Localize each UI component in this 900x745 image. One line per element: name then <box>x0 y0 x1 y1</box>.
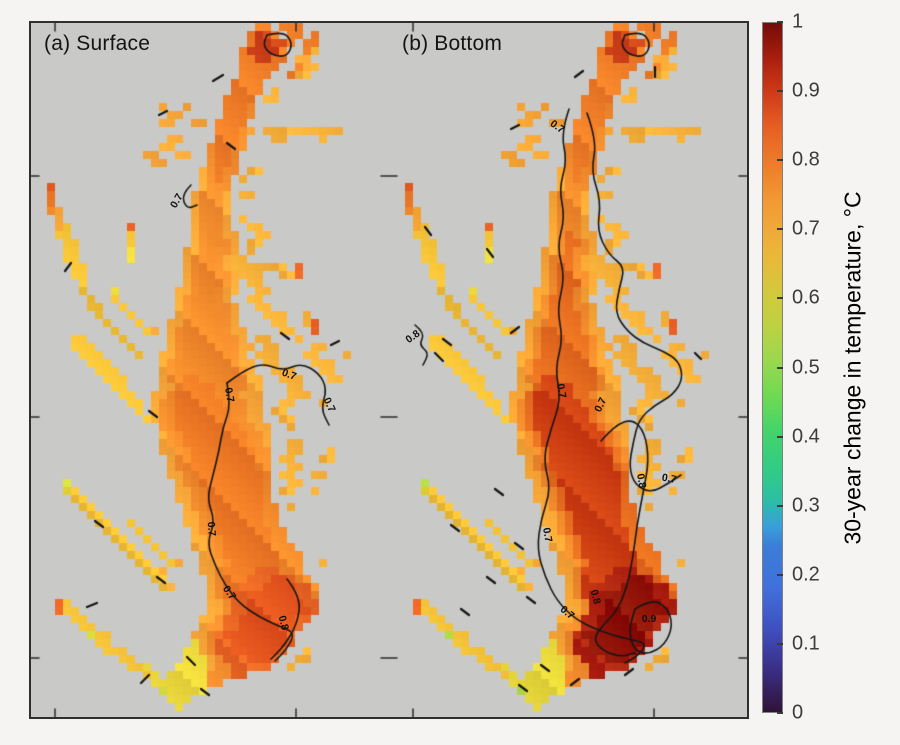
colorbar-tick-0.5 <box>777 366 783 369</box>
colorbar-tick-label-0.1: 0.1 <box>792 632 820 655</box>
colorbar-tick-label-0.4: 0.4 <box>792 425 820 448</box>
colorbar-tick-0.2 <box>777 573 783 576</box>
contour-label-0.8: 0.8 <box>587 588 603 606</box>
colorbar-tick-0.6 <box>777 297 783 300</box>
colorbar-tick-label-0.7: 0.7 <box>792 217 820 240</box>
colorbar-tick-label-0.6: 0.6 <box>792 286 820 309</box>
panel-b-bottom: (b) Bottom 0.7 0.7 0.7 0.7 0.7 0.7 0.8 0.8 0.8 0.… <box>389 21 749 719</box>
colorbar-tick-1 <box>777 21 783 23</box>
colorbar-gradient <box>763 23 782 712</box>
colorbar-tick-0.1 <box>777 642 783 645</box>
bay-heatmap-surface <box>31 23 389 717</box>
colorbar-tick-0.9 <box>777 90 783 93</box>
contour-label-0.7: 0.7 <box>540 526 555 544</box>
colorbar-tick-0.3 <box>777 504 783 507</box>
colorbar-tick-label-0.2: 0.2 <box>792 563 820 586</box>
colorbar-tick-0.7 <box>777 228 783 231</box>
colorbar-tick-label-0.8: 0.8 <box>792 148 820 171</box>
contour-label-0.8: 0.8 <box>634 472 649 490</box>
panel-a-surface: (a) Surface 0.7 0.7 0.7 0.7 0.7 0.7 0.8 <box>29 21 391 719</box>
colorbar-title: 30-year change in temperature, °C <box>839 190 866 545</box>
contour-label-0.9: 0.9 <box>641 612 657 625</box>
colorbar-tick-label-0.3: 0.3 <box>792 494 820 517</box>
colorbar-tick-label-0.5: 0.5 <box>792 356 820 379</box>
contour-label-0.7: 0.7 <box>554 382 569 400</box>
contour-label-0.7: 0.7 <box>222 386 237 404</box>
colorbar-tick-0.8 <box>777 159 783 162</box>
colorbar-tick-0.4 <box>777 435 783 438</box>
contour-label-0.8: 0.8 <box>275 614 291 632</box>
colorbar-tick-0 <box>777 712 783 714</box>
contour-label-0.7: 0.7 <box>660 471 678 486</box>
panel-a-label: (a) Surface <box>44 32 151 55</box>
colorbar-tick-label-1: 1 <box>792 10 804 33</box>
contour-label-0.7: 0.7 <box>204 521 218 537</box>
panel-b-label: (b) Bottom <box>402 32 503 55</box>
bay-heatmap-bottom <box>389 23 747 717</box>
colorbar-tick-label-0: 0 <box>792 701 804 724</box>
colorbar-tick-label-0.9: 0.9 <box>792 79 820 102</box>
